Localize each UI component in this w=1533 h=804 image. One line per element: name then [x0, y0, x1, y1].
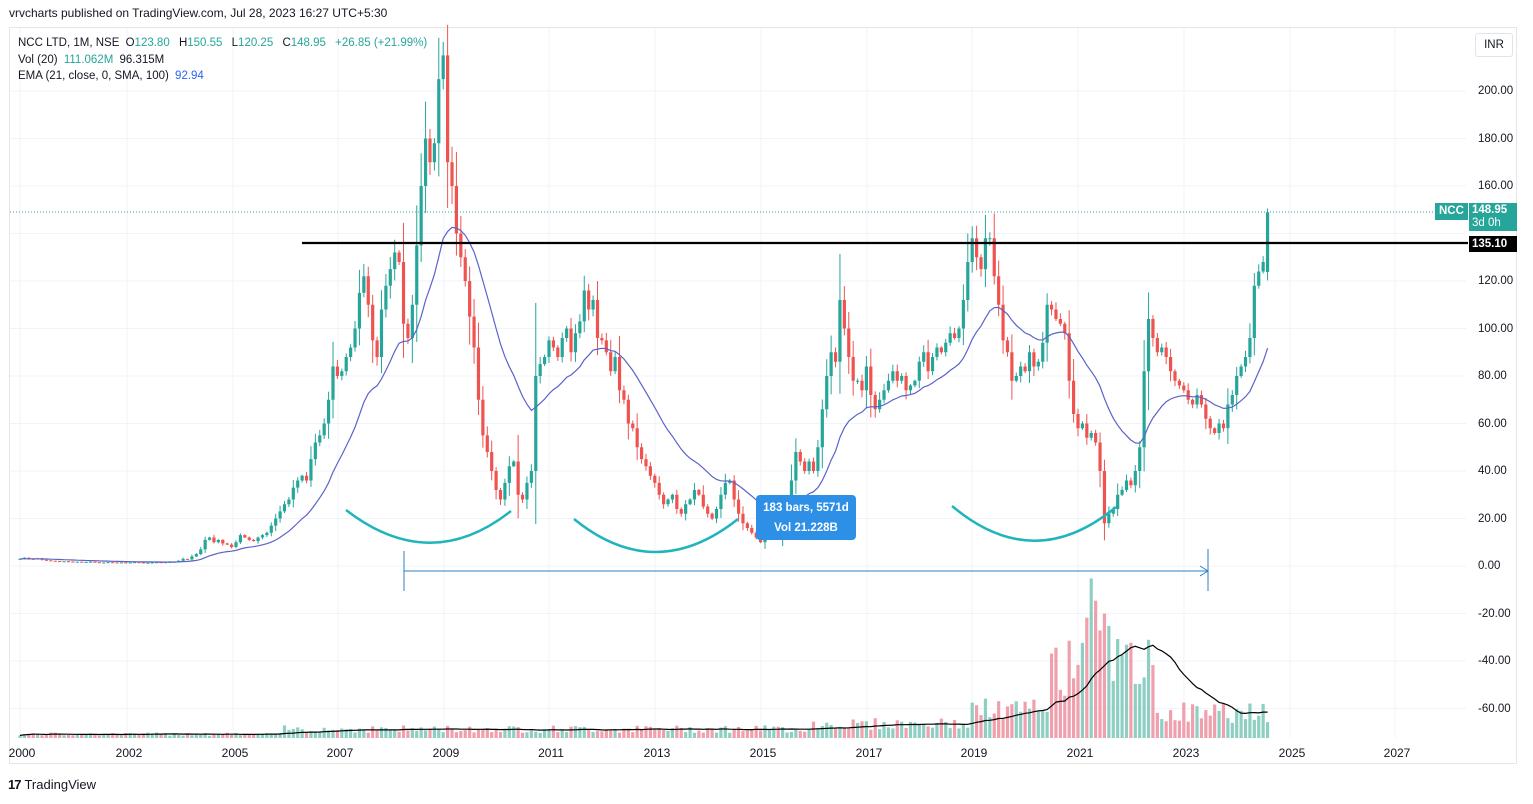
price-tick-label: 0.00 — [1478, 560, 1501, 572]
time-tick-label: 2002 — [115, 746, 143, 760]
time-tick-label: 2019 — [960, 746, 988, 760]
last-price-tag: 148.95 3d 0h — [1469, 203, 1517, 231]
legend-open: 123.80 — [134, 37, 170, 49]
price-tick-label: 60.00 — [1478, 417, 1507, 430]
price-tick-label: 200.00 — [1478, 85, 1514, 97]
legend-ema-row: EMA (21, close, 0, SMA, 100) 92.94 — [18, 68, 430, 85]
legend-low: 120.25 — [238, 37, 274, 49]
volume-indicator-label[interactable]: Vol (20) — [18, 53, 58, 66]
volume-value: 111.062M — [63, 53, 114, 66]
ema-line — [19, 226, 1269, 563]
volume-bars — [18, 578, 1270, 738]
price-tick-label: -60.00 — [1478, 702, 1511, 715]
symbol-price-tag: NCC — [1435, 203, 1468, 220]
price-tick-label: 120.00 — [1478, 275, 1514, 287]
price-tick-label: 100.00 — [1478, 322, 1514, 335]
currency-button[interactable]: INR — [1475, 33, 1513, 57]
legend: NCC LTD, 1M, NSE O123.80 H150.55 L120.25… — [18, 35, 430, 85]
time-tick-label: 2027 — [1383, 746, 1411, 760]
time-tick-label: 2000 — [8, 746, 36, 760]
price-tick-label: 160.00 — [1478, 180, 1514, 192]
time-tick-label: 2013 — [643, 746, 671, 760]
date-range-measure — [403, 549, 1209, 591]
legend-high: 150.55 — [187, 37, 223, 49]
tradingview-footer[interactable]: 17 TradingView — [8, 777, 96, 792]
rounding-bottom-arc-1 — [345, 509, 512, 544]
time-tick-label: 2011 — [538, 746, 564, 760]
time-tick-label: 2025 — [1278, 746, 1306, 760]
price-tick-label: -40.00 — [1478, 655, 1511, 667]
last-price-value: 148.95 — [1472, 204, 1508, 216]
legend-close: 148.95 — [290, 37, 326, 49]
measure-volume: Vol 21.228B — [774, 521, 838, 534]
time-tick-label: 2007 — [326, 746, 354, 760]
price-tick-label: 20.00 — [1478, 512, 1507, 525]
time-tick-label: 2005 — [221, 746, 249, 760]
legend-volume-row: Vol (20) 111.062M 96.315M — [18, 52, 430, 69]
tradingview-logo-icon: 17 — [8, 777, 22, 792]
time-tick-label: 2021 — [1066, 746, 1094, 760]
measure-bars-days: 183 bars, 5571d — [763, 501, 849, 514]
measure-tooltip: 183 bars, 5571d Vol 21.228B — [756, 495, 856, 540]
price-tick-label: 180.00 — [1478, 132, 1514, 145]
tradingview-brand: TradingView — [24, 777, 97, 792]
publish-info: vrvcharts published on TradingView.com, … — [9, 6, 388, 20]
level-price-tag: 135.10 — [1469, 236, 1517, 252]
time-tick-label: 2015 — [749, 746, 777, 760]
price-tick-label: -20.00 — [1478, 607, 1511, 620]
bar-countdown: 3d 0h — [1472, 217, 1501, 229]
legend-symbol[interactable]: NCC LTD, 1M, NSE — [18, 37, 120, 49]
price-tick-label: 40.00 — [1478, 465, 1507, 477]
candlesticks — [18, 24, 1270, 564]
volume-ma-value: 96.315M — [119, 53, 165, 66]
rounding-bottom-arc-2 — [573, 518, 739, 554]
chart-frame[interactable] — [9, 27, 1517, 764]
price-tick-label: 80.00 — [1478, 370, 1507, 382]
legend-ohlc-row: NCC LTD, 1M, NSE O123.80 H150.55 L120.25… — [18, 37, 428, 49]
time-tick-label: 2017 — [855, 746, 883, 760]
grid-lines — [10, 28, 1466, 738]
time-tick-label: 2009 — [432, 746, 460, 760]
legend-change: +26.85 (+21.99%) — [335, 37, 428, 49]
rounding-bottom-arc-3 — [951, 505, 1117, 542]
ema-indicator-label[interactable]: EMA (21, close, 0, SMA, 100) — [18, 70, 169, 82]
ema-value: 92.94 — [175, 70, 204, 82]
volume-ma-line — [19, 644, 1268, 736]
time-tick-label: 2023 — [1172, 746, 1200, 760]
